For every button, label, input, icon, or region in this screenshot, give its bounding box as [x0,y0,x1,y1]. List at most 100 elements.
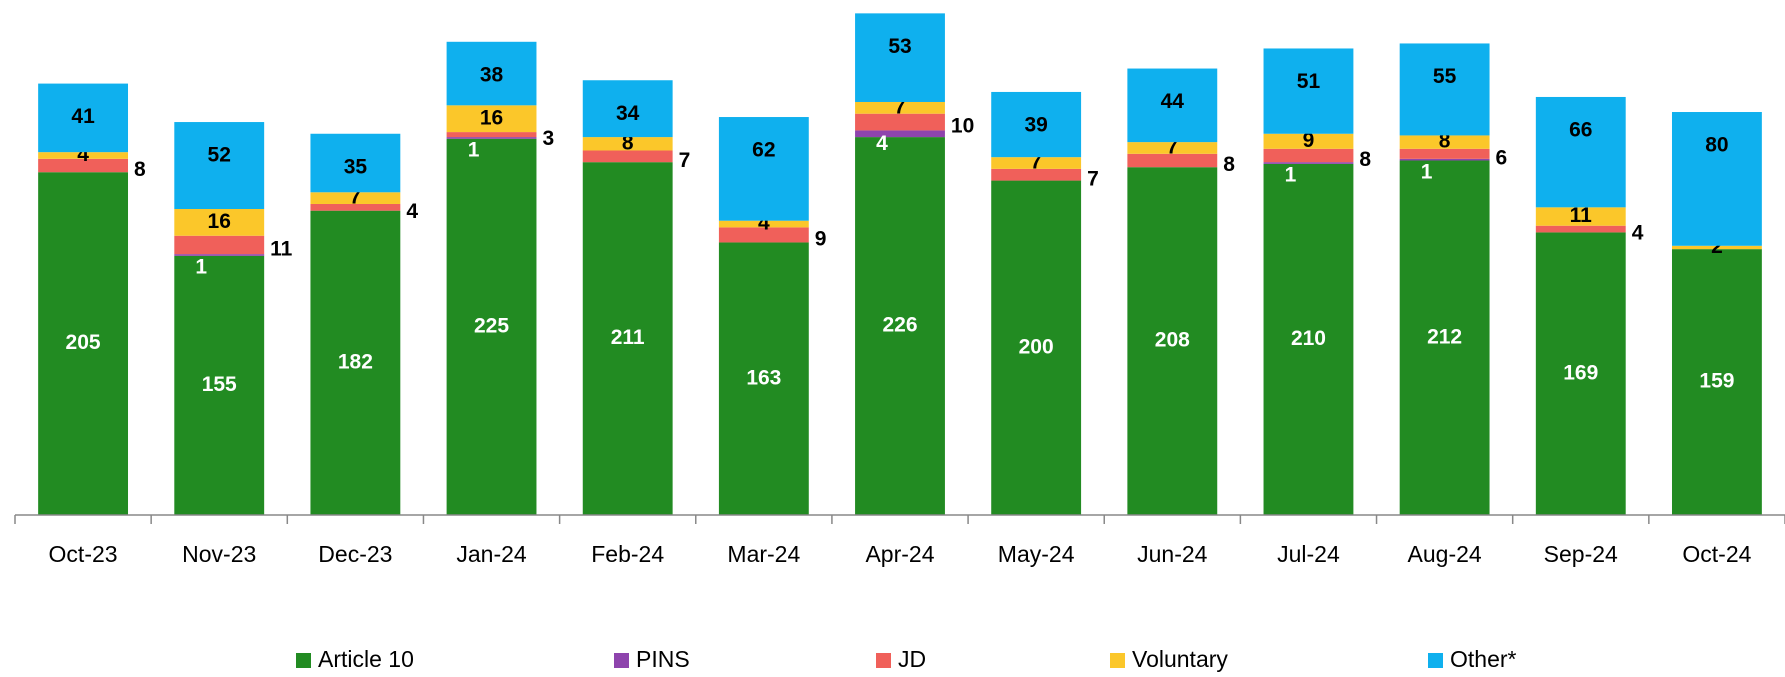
data-label: 7 [350,186,362,209]
legend-label: Article 10 [318,646,414,672]
data-label: 1 [468,139,480,162]
x-tick-label: Aug-24 [1408,541,1482,567]
data-label: 62 [752,139,775,162]
bar-segment [1263,163,1354,515]
data-label: 34 [616,102,640,125]
data-label: 6 [1496,146,1508,169]
legend-label: JD [898,646,926,672]
data-label: 1 [1421,160,1433,183]
bar-segment [1127,68,1218,143]
data-label: 52 [208,144,231,167]
data-label: 8 [1223,153,1235,176]
data-label: 205 [66,331,101,354]
x-tick-label: May-24 [998,541,1075,567]
data-label: 1 [1285,164,1297,187]
data-label: 200 [1019,335,1054,358]
bar-segment [1535,225,1626,233]
data-label: 16 [480,106,503,129]
bar-segment [1535,207,1626,226]
data-label: 11 [1570,204,1593,227]
data-label: 226 [882,314,917,337]
bar-segment [446,41,537,106]
bar-segment [1671,249,1762,515]
data-label: 9 [815,227,827,250]
data-label: 4 [876,132,888,155]
bar-segment [1127,167,1218,515]
data-label: 182 [338,350,373,373]
bar-segment [174,235,265,255]
data-label: 210 [1291,327,1326,350]
bar-segment [1399,135,1490,149]
data-label: 155 [202,373,237,396]
data-label: 225 [474,314,509,337]
bar-segment [718,227,809,243]
bar-segment [446,138,537,515]
bar-segment [855,113,945,131]
bar-segment [1399,158,1490,161]
bar-segment [1263,133,1354,149]
bar-segment [855,101,945,114]
x-tick-label: Mar-24 [727,541,800,567]
data-label: 44 [1161,90,1185,113]
bar-segment [991,91,1082,158]
bar-segment [1263,48,1354,134]
legend-label: PINS [636,646,690,672]
bar-segment [855,137,945,515]
bar-segment [582,80,673,138]
bar-segment [446,105,537,133]
legend-label: Other* [1450,646,1517,672]
legend-swatch [296,653,311,668]
bar-segment [310,133,401,193]
data-label: 8 [134,158,146,181]
data-label: 35 [344,155,368,178]
bar-segment [38,158,129,173]
data-label: 9 [1303,129,1315,152]
data-label: 1 [195,256,207,279]
data-label: 39 [1024,113,1047,136]
bar-segment [1127,142,1218,154]
bar-segment [38,152,129,159]
bar-segment [991,180,1082,515]
data-label: 7 [679,149,691,172]
bar-segment [1399,160,1490,516]
legend-swatch [1428,653,1443,668]
data-label: 51 [1297,70,1321,93]
legend-swatch [614,653,629,668]
data-label: 7 [1030,151,1042,174]
data-label: 41 [71,105,95,128]
bar-segment [1535,96,1626,208]
bar-segment [174,255,265,515]
bar-segment [38,172,129,515]
data-label: 212 [1427,325,1462,348]
legend-swatch [1110,653,1125,668]
x-tick-label: Apr-24 [865,541,934,567]
bar-segment [174,254,265,256]
bar-segment [174,122,265,209]
data-label: 163 [746,366,781,389]
data-label: 169 [1563,361,1598,384]
bar-segment [582,137,673,151]
bar-segment [310,192,401,204]
data-label: 53 [888,35,911,58]
data-label: 11 [270,237,293,260]
bar-segment [718,220,809,228]
bar-segment [718,242,809,515]
bar-segment [174,209,265,236]
data-label: 16 [208,210,231,233]
x-tick-label: Jan-24 [456,541,527,567]
x-tick-label: Jul-24 [1277,541,1340,567]
bar-segment [310,210,401,516]
bar-segment [855,130,945,138]
data-label: 4 [406,200,418,223]
bar-segment [446,137,537,139]
bar-segment [1399,148,1490,159]
bar-segment [38,83,129,153]
bar-segment [1127,153,1218,168]
bar-segment [310,203,401,211]
data-label: 55 [1433,65,1457,88]
data-label: 66 [1569,119,1592,142]
data-label: 4 [1632,222,1644,245]
data-label: 7 [894,95,906,118]
bar-segment [991,168,1082,181]
bar-segment [1399,43,1490,136]
